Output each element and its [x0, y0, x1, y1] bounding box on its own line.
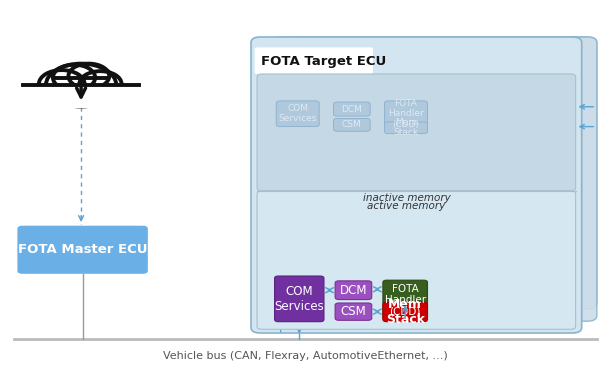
FancyBboxPatch shape [257, 191, 576, 329]
FancyBboxPatch shape [294, 37, 597, 309]
Text: Vehicle bus (CAN, Flexray, AutomotiveEthernet, ...): Vehicle bus (CAN, Flexray, AutomotiveEth… [163, 351, 448, 361]
FancyBboxPatch shape [335, 303, 371, 320]
Text: FOTA
Handler
(CDD): FOTA Handler (CDD) [388, 99, 424, 129]
Bar [23, 84, 139, 107]
Text: FOTA Target ECU: FOTA Target ECU [261, 54, 386, 68]
Text: Mem
Stack: Mem Stack [385, 298, 424, 326]
FancyBboxPatch shape [334, 118, 370, 131]
FancyBboxPatch shape [257, 74, 576, 191]
FancyBboxPatch shape [251, 37, 582, 333]
FancyBboxPatch shape [18, 226, 148, 274]
FancyBboxPatch shape [334, 102, 370, 116]
FancyBboxPatch shape [384, 101, 428, 127]
Text: DCM: DCM [340, 284, 367, 297]
Text: FOTA Target ECU: FOTA Target ECU [281, 46, 380, 59]
Circle shape [79, 71, 122, 97]
FancyBboxPatch shape [384, 122, 428, 134]
Circle shape [53, 65, 95, 91]
FancyBboxPatch shape [383, 302, 428, 322]
Text: active memory: active memory [367, 201, 446, 212]
Text: Mem
Stack: Mem Stack [393, 118, 418, 138]
Text: CSM: CSM [340, 305, 366, 318]
FancyBboxPatch shape [276, 101, 319, 127]
Text: COM
Services: COM Services [278, 104, 317, 124]
FancyBboxPatch shape [255, 47, 373, 74]
FancyBboxPatch shape [335, 281, 371, 300]
Circle shape [68, 64, 109, 88]
Text: inactive memory: inactive memory [362, 192, 450, 203]
Text: COM
Services: COM Services [275, 285, 324, 313]
FancyBboxPatch shape [272, 37, 597, 321]
Text: FOTA Master ECU: FOTA Master ECU [18, 243, 147, 256]
Text: FOTA
Handler
(CDD): FOTA Handler (CDD) [385, 284, 426, 317]
FancyBboxPatch shape [275, 276, 324, 322]
Text: FOTA Target ECU: FOTA Target ECU [303, 46, 401, 59]
FancyBboxPatch shape [383, 280, 428, 320]
Text: DCM: DCM [342, 105, 362, 114]
Circle shape [46, 64, 116, 107]
Text: CSM: CSM [342, 120, 362, 130]
Circle shape [39, 70, 85, 98]
